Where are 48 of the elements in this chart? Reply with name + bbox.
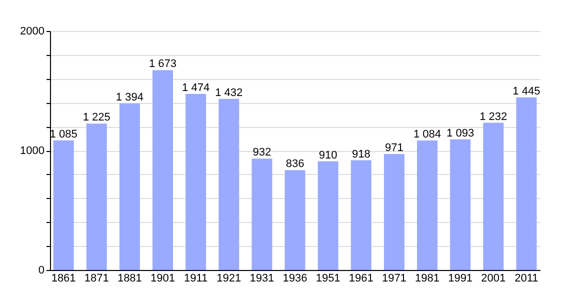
bar <box>384 154 404 270</box>
x-tick-label: 1911 <box>184 272 208 284</box>
data-label: 1 225 <box>82 112 110 124</box>
x-tick-label: 1921 <box>216 272 242 284</box>
x-tick-label: 1871 <box>84 272 109 284</box>
data-label: 971 <box>385 142 404 154</box>
bar <box>318 161 338 270</box>
x-tick-label: 1931 <box>250 272 274 284</box>
bar <box>417 140 438 270</box>
x-tick-label: 1991 <box>448 272 473 284</box>
data-label: 910 <box>318 149 338 162</box>
data-label: 918 <box>352 148 370 160</box>
data-label: 1 673 <box>148 58 177 70</box>
bar <box>186 94 206 270</box>
bar <box>284 170 306 270</box>
data-label: 1 445 <box>512 85 540 98</box>
x-tick-label: 2011 <box>514 272 538 284</box>
bar <box>218 98 240 270</box>
y-tick-label: 2000 <box>20 26 44 38</box>
bar <box>450 139 471 270</box>
data-label: 1 084 <box>413 128 442 140</box>
bar <box>119 103 140 270</box>
data-label: 1 085 <box>50 128 78 140</box>
x-tick-label: 1901 <box>150 272 175 284</box>
x-tick-label: 1881 <box>117 272 142 284</box>
data-label: 1 432 <box>215 86 243 99</box>
x-tick-label: 1981 <box>415 272 440 284</box>
bar <box>516 97 537 270</box>
x-tick-label: 1936 <box>282 272 308 284</box>
x-tick-label: 1961 <box>348 272 374 284</box>
bar <box>252 158 272 270</box>
data-label: 932 <box>252 146 272 159</box>
x-tick-label: 1861 <box>51 272 76 284</box>
data-label: 836 <box>286 158 304 170</box>
data-label: 1 093 <box>446 127 474 140</box>
y-tick-label: 1000 <box>20 145 44 157</box>
x-tick-label: 2001 <box>481 272 506 284</box>
x-tick-label: 1971 <box>382 272 406 284</box>
bar <box>350 160 372 270</box>
data-label: 1 394 <box>116 91 144 104</box>
y-tick-label: 0 <box>38 264 44 276</box>
data-label: 1 232 <box>480 110 508 123</box>
data-label: 1 474 <box>182 82 210 94</box>
bar <box>152 70 173 270</box>
bar <box>53 140 74 270</box>
bar <box>483 122 504 270</box>
bar <box>86 124 107 270</box>
x-tick-label: 1951 <box>316 272 340 284</box>
